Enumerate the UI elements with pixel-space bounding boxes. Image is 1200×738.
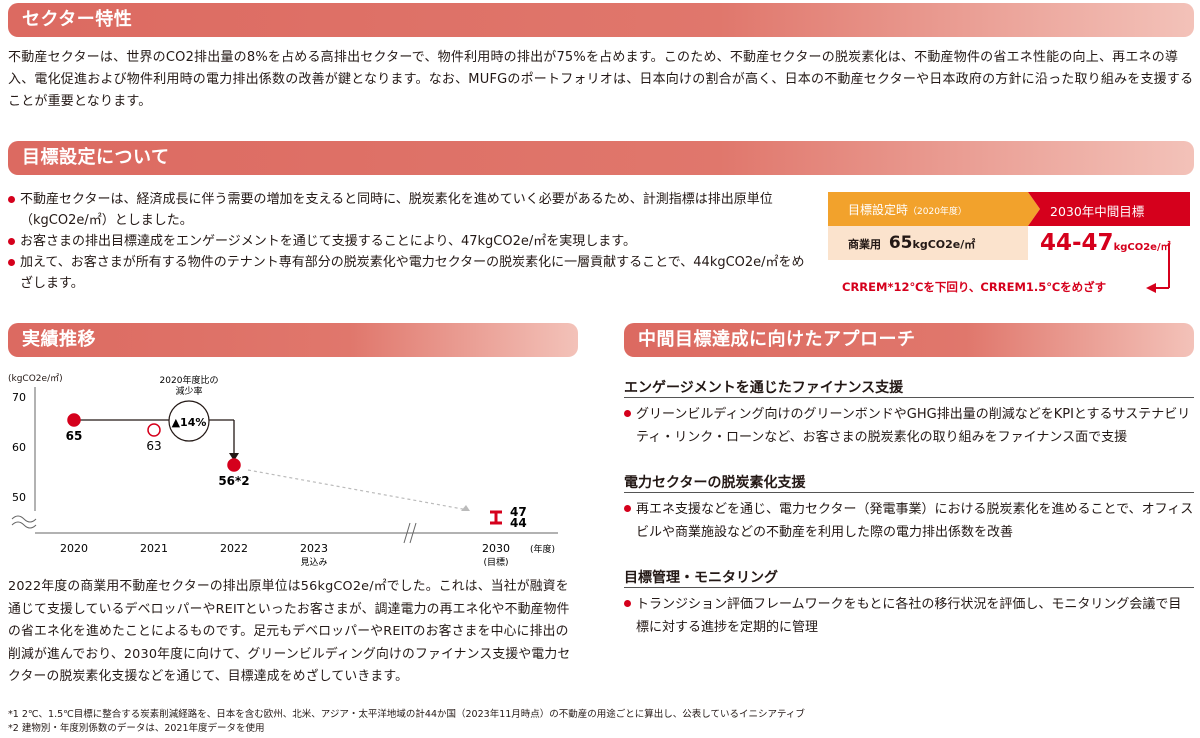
x-sub-2030: (目標) (483, 556, 508, 568)
goal-value-row: 44-47kgCO2e/㎡ (1040, 228, 1171, 263)
target-label-low: 44 (510, 516, 527, 530)
target-bullet-1: 不動産セクターは、経済成長に伴う需要の増加を支えると同時に、脱炭素化を進めていく… (8, 189, 808, 231)
approach-list-finance: グリーンビルディング向けのグリーンボンドやGHG排出量の削減などをKPIとするサ… (624, 403, 1194, 449)
approach-heading-monitoring: 目標管理・モニタリング (624, 570, 778, 586)
y-tick-60: 60 (12, 441, 26, 454)
trend-line (247, 469, 469, 511)
reduction-title-1: 2020年度比の (160, 374, 219, 386)
base-header-bg (828, 192, 1040, 226)
footnote-2: *2 建物別・年度別係数のデータは、2021年度データを使用 (8, 723, 265, 734)
goal-header-bg (1028, 192, 1190, 226)
segment-label: 商業用 (848, 238, 881, 251)
reduction-title-2: 減少率 (175, 385, 202, 397)
base-value-bg (828, 226, 1028, 260)
x-sub-2023: 見込み (300, 557, 327, 568)
section-header-sector-characteristics: セクター特性 (8, 3, 1194, 37)
results-chart: (kgCO2e/㎡) 70 60 50 ▲14% 2020年度比の 減少率 65… (8, 365, 578, 575)
footnote-1: *1 2℃、1.5℃目標に整合する炭素削減経路を、日本を含む欧州、北米、アジア・… (8, 709, 805, 720)
goal-unit: kgCO2e/㎡ (1113, 242, 1171, 253)
x-tick-2020: 2020 (60, 542, 88, 555)
crrem-note: CRREM*12℃を下回り、CRREM1.5℃をめざす (842, 280, 1107, 294)
data-point-2020 (67, 413, 81, 427)
trend-arrow (461, 505, 470, 511)
target-bullet-3: 加えて、お客さまが所有する物件のテナント専有部分の脱炭素化や電力セクターの脱炭素… (8, 252, 808, 294)
approach-heading-power: 電力セクターの脱炭素化支援 (624, 475, 806, 491)
base-unit: kgCO2e/㎡ (912, 238, 976, 251)
x-tick-2021: 2021 (140, 542, 168, 555)
sector-characteristics-text: 不動産セクターは、世界のCO2排出量の8%を占める高排出セクターで、物件利用時の… (8, 50, 1194, 109)
divider-3 (624, 587, 1194, 588)
section-header-target-setting: 目標設定について (8, 141, 1194, 175)
x-tick-2022: 2022 (220, 542, 248, 555)
approach-list-power: 再エネ支援などを通じ、電力セクター（発電事業）における脱炭素化を進めることで、オ… (624, 498, 1194, 544)
approach-item-finance: グリーンビルディング向けのグリーンボンドやGHG排出量の削減などをKPIとするサ… (624, 403, 1194, 449)
divider-2 (624, 492, 1194, 493)
chart-svg: (kgCO2e/㎡) 70 60 50 ▲14% 2020年度比の 減少率 65… (8, 373, 558, 568)
goal-value: 44-47 (1040, 230, 1114, 256)
approach-heading-finance: エンゲージメントを通じたファイナンス支援 (624, 380, 904, 396)
axis-break-left (11, 515, 37, 529)
data-label-2021: 63 (146, 439, 161, 453)
x-axis-unit: (年度) (530, 543, 555, 555)
x-tick-2030: 2030 (482, 542, 510, 555)
reduction-value: ▲14% (172, 416, 207, 429)
results-text: 2022年度の商業用不動産セクターの排出原単位は56kgCO2e/㎡でした。これ… (8, 579, 571, 684)
reduction-circle (168, 400, 210, 442)
divider-1 (624, 397, 1194, 398)
target-summary-box: 目標設定時（2020年度） 2030年中間目標 商業用 65kgCO2e/㎡ 4… (828, 192, 1190, 300)
y-axis-label: (kgCO2e/㎡) (8, 373, 63, 384)
target-setting-bullets: 不動産セクターは、経済成長に伴う需要の増加を支えると同時に、脱炭素化を進めていく… (8, 189, 808, 294)
data-label-2020: 65 (66, 429, 83, 443)
x-tick-2023: 2023 (300, 542, 328, 555)
base-value-row: 商業用 65kgCO2e/㎡ (848, 232, 975, 256)
approach-list-monitoring: トランジション評価フレームワークをもとに各社の移行状況を評価し、モニタリング会議… (624, 593, 1194, 639)
section-header-approach: 中間目標達成に向けたアプローチ (624, 323, 1194, 357)
base-year: （2020年度） (908, 207, 967, 217)
target-bullet-2: お客さまの排出目標達成をエンゲージメントを通じて支援することにより、47kgCO… (8, 231, 808, 252)
data-point-2022 (227, 458, 241, 472)
base-value: 65 (888, 233, 913, 253)
approach-item-power: 再エネ支援などを通じ、電力セクター（発電事業）における脱炭素化を進めることで、オ… (624, 498, 1194, 544)
arrow-head (1146, 283, 1156, 293)
axis-break-x (403, 522, 417, 544)
y-tick-70: 70 (12, 391, 26, 404)
goal-label: 2030年中間目標 (1050, 204, 1145, 219)
section-header-results: 実績推移 (8, 323, 578, 357)
target-box-graphic (828, 192, 1190, 293)
approach-item-monitoring: トランジション評価フレームワークをもとに各社の移行状況を評価し、モニタリング会議… (624, 593, 1194, 639)
connector-arrow (229, 453, 239, 461)
base-header: 目標設定時（2020年度） (848, 201, 967, 218)
data-label-2022: 56*2 (218, 474, 249, 488)
data-point-2021 (147, 423, 161, 437)
base-label: 目標設定時 (848, 203, 909, 217)
target-label-high: 47 (510, 505, 527, 519)
y-tick-50: 50 (12, 491, 26, 504)
